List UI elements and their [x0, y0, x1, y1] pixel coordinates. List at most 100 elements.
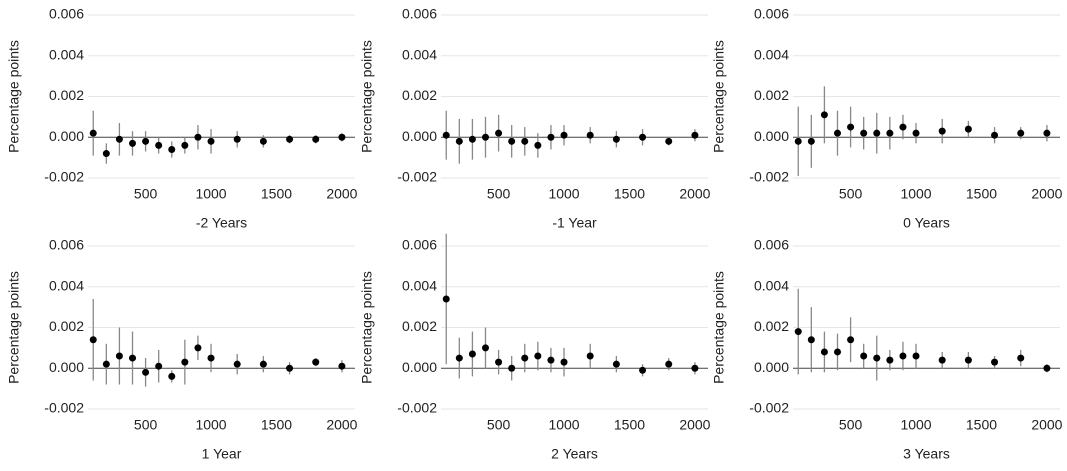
- x-tick-label: 1500: [614, 417, 645, 433]
- y-tick-label: 0.006: [754, 6, 789, 22]
- point: [194, 133, 202, 141]
- point: [508, 137, 516, 145]
- y-tick-label: -0.002: [397, 400, 437, 416]
- x-tick-label: 1000: [900, 186, 931, 202]
- point: [155, 362, 163, 370]
- point: [468, 350, 476, 358]
- point: [820, 111, 828, 119]
- x-tick-label: 500: [487, 417, 511, 433]
- y-tick-label: 0.000: [754, 359, 789, 375]
- point: [207, 137, 215, 145]
- x-tick-label: 1500: [966, 417, 997, 433]
- point: [691, 364, 699, 372]
- point: [286, 364, 294, 372]
- point: [168, 372, 176, 380]
- point: [181, 141, 189, 149]
- point: [639, 366, 647, 374]
- point: [691, 131, 699, 139]
- point: [886, 129, 894, 137]
- point: [259, 360, 267, 368]
- x-tick-label: 1000: [195, 417, 226, 433]
- point: [102, 150, 110, 158]
- y-tick-label: 0.004: [754, 46, 789, 62]
- point: [442, 295, 450, 303]
- point: [665, 360, 673, 368]
- panel-label: 0 Years: [903, 215, 950, 231]
- y-tick-label: 0.000: [754, 128, 789, 144]
- point: [102, 360, 110, 368]
- point: [991, 358, 999, 366]
- x-tick-label: 2000: [326, 417, 357, 433]
- x-tick-label: 1500: [261, 417, 292, 433]
- point: [665, 137, 673, 145]
- point: [194, 344, 202, 352]
- point: [847, 123, 855, 131]
- y-axis-label: Percentage points: [711, 40, 727, 153]
- point: [912, 129, 920, 137]
- y-tick-label: 0.002: [754, 318, 789, 334]
- y-tick-label: 0.004: [49, 46, 84, 62]
- y-axis-label: Percentage points: [6, 40, 22, 153]
- y-axis-label: Percentage points: [6, 271, 22, 384]
- y-axis-label: Percentage points: [359, 40, 375, 153]
- point: [521, 354, 529, 362]
- x-tick-label: 1500: [614, 186, 645, 202]
- point: [807, 137, 815, 145]
- x-tick-label: 500: [134, 417, 158, 433]
- x-tick-label: 500: [487, 186, 511, 202]
- point: [794, 137, 802, 145]
- point: [181, 358, 189, 366]
- point: [612, 135, 620, 143]
- panel-label: 3 Years: [903, 446, 950, 462]
- point: [938, 127, 946, 135]
- point: [207, 354, 215, 362]
- y-tick-label: 0.004: [754, 277, 789, 293]
- point: [338, 362, 346, 370]
- x-tick-label: 2000: [679, 186, 710, 202]
- panel-label: 1 Year: [202, 446, 242, 462]
- point: [899, 123, 907, 131]
- point: [89, 336, 97, 344]
- point: [860, 352, 868, 360]
- point: [312, 358, 320, 366]
- point: [1043, 129, 1051, 137]
- x-tick-label: 2000: [326, 186, 357, 202]
- point: [312, 135, 320, 143]
- point: [495, 129, 503, 137]
- point: [534, 141, 542, 149]
- point: [142, 137, 150, 145]
- y-tick-label: 0.006: [754, 237, 789, 253]
- point: [521, 137, 529, 145]
- point: [912, 352, 920, 360]
- x-tick-label: 1500: [966, 186, 997, 202]
- y-tick-label: 0.000: [49, 359, 84, 375]
- point: [508, 364, 516, 372]
- point: [482, 133, 489, 141]
- y-tick-label: 0.000: [49, 128, 84, 144]
- point: [964, 356, 972, 364]
- point: [964, 125, 972, 133]
- y-tick-label: 0.006: [402, 6, 437, 22]
- x-tick-label: 1000: [548, 417, 579, 433]
- y-tick-label: 0.006: [402, 237, 437, 253]
- y-tick-label: 0.004: [402, 277, 437, 293]
- y-tick-label: 0.006: [49, 237, 84, 253]
- point: [115, 352, 123, 360]
- point: [794, 328, 802, 336]
- y-tick-label: -0.002: [44, 400, 84, 416]
- y-tick-label: 0.002: [754, 87, 789, 103]
- y-tick-label: -0.002: [749, 400, 789, 416]
- point: [1017, 129, 1025, 137]
- point: [560, 131, 568, 139]
- y-tick-label: 0.002: [49, 87, 84, 103]
- point: [1017, 354, 1025, 362]
- point: [495, 358, 503, 366]
- point: [860, 129, 868, 137]
- point: [338, 133, 346, 141]
- point: [586, 352, 594, 360]
- point: [873, 129, 881, 137]
- y-tick-label: 0.004: [49, 277, 84, 293]
- point: [89, 129, 97, 137]
- point: [834, 348, 841, 356]
- x-tick-label: 500: [134, 186, 158, 202]
